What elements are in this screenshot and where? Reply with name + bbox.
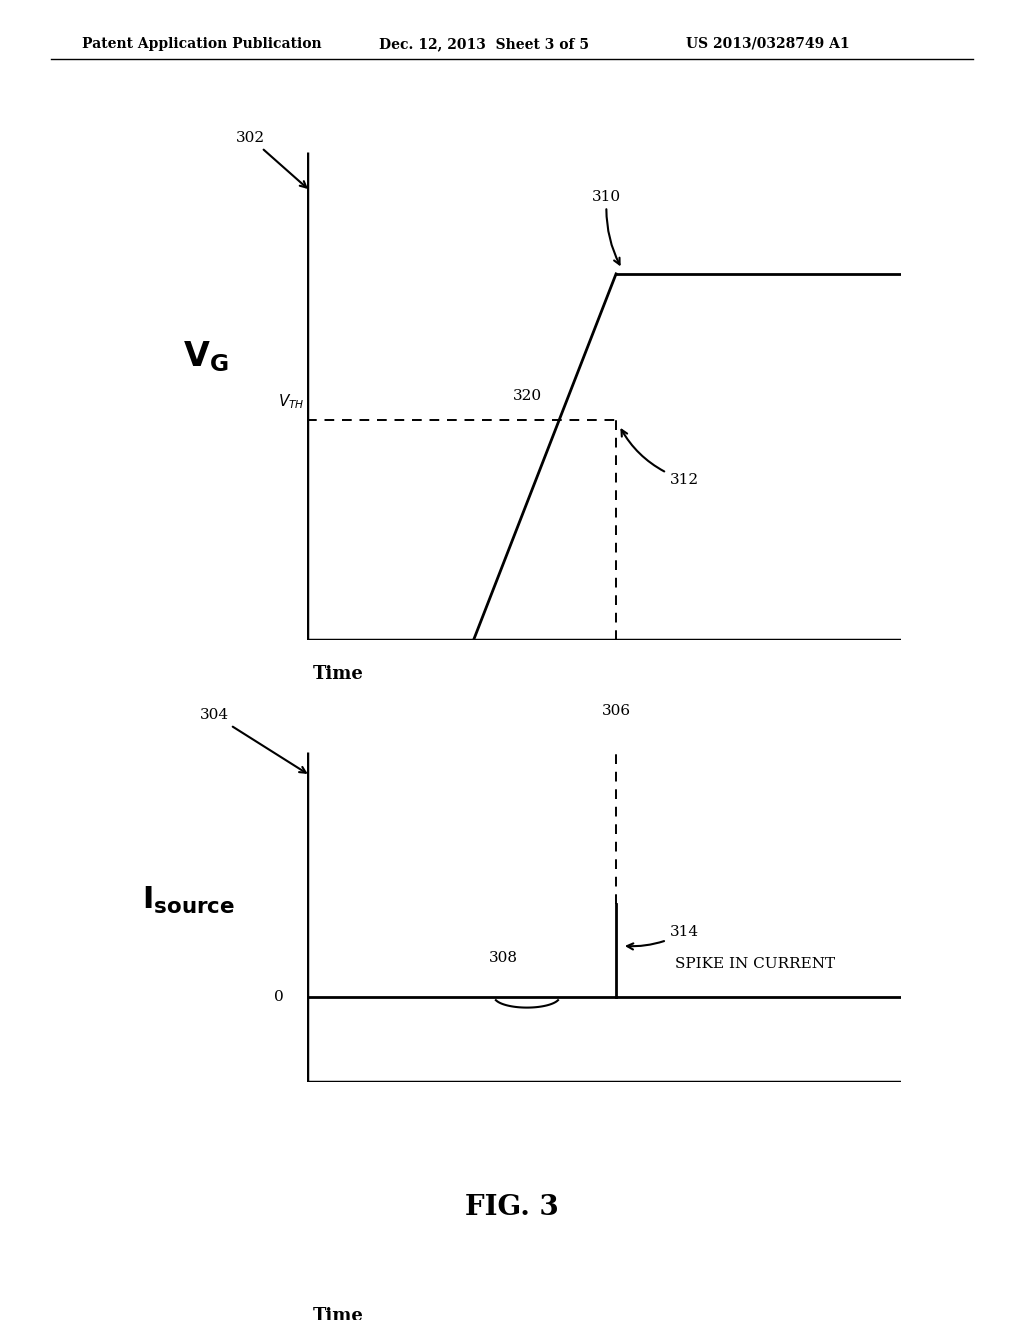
Text: Time: Time (313, 664, 364, 682)
Text: 308: 308 (488, 952, 518, 965)
Text: 320: 320 (512, 389, 542, 404)
Text: US 2013/0328749 A1: US 2013/0328749 A1 (686, 37, 850, 51)
Text: 0: 0 (273, 990, 284, 1003)
Text: 310: 310 (592, 190, 622, 264)
Text: 304: 304 (201, 709, 306, 772)
Text: Time: Time (313, 1307, 364, 1320)
Text: Patent Application Publication: Patent Application Publication (82, 37, 322, 51)
Text: 312: 312 (622, 430, 698, 487)
Text: SPIKE IN CURRENT: SPIKE IN CURRENT (676, 957, 836, 972)
Text: $V_{TH}$: $V_{TH}$ (278, 392, 304, 411)
Text: 306: 306 (601, 704, 631, 718)
Text: $\mathbf{V_G}$: $\mathbf{V_G}$ (183, 339, 229, 375)
Text: 314: 314 (627, 925, 698, 949)
Text: 302: 302 (236, 131, 306, 187)
Text: $\mathbf{I_{source}}$: $\mathbf{I_{source}}$ (142, 886, 234, 916)
Text: Dec. 12, 2013  Sheet 3 of 5: Dec. 12, 2013 Sheet 3 of 5 (379, 37, 589, 51)
Text: FIG. 3: FIG. 3 (465, 1195, 559, 1221)
